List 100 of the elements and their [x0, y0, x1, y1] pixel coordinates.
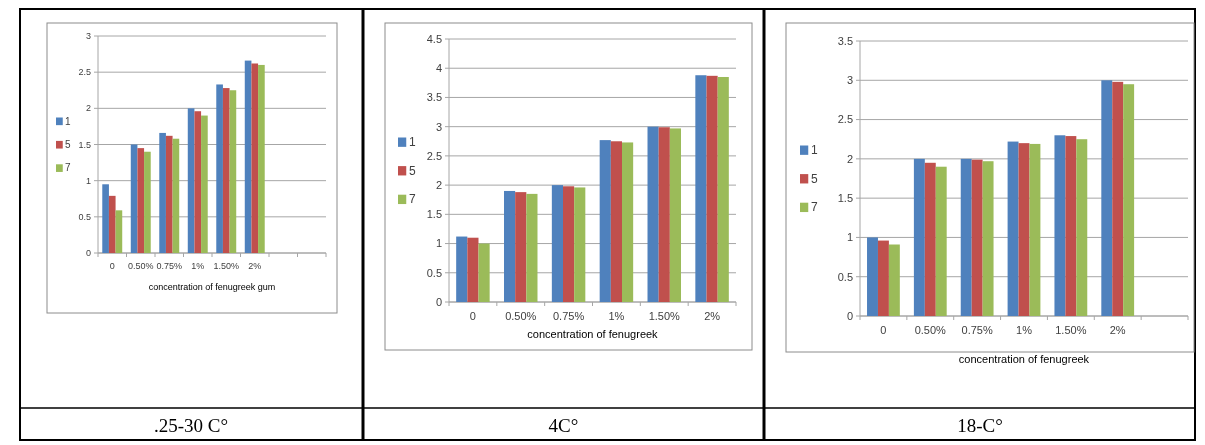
bar [165, 135, 173, 253]
bar [935, 166, 947, 316]
bar [159, 132, 166, 253]
bar [515, 192, 527, 302]
bar [1123, 84, 1135, 316]
y-tick-label: 3 [846, 74, 853, 87]
legend-label: 1 [811, 143, 818, 158]
x-tick-label: 0.75% [156, 261, 183, 271]
bar [1101, 80, 1113, 316]
bar [867, 237, 878, 316]
bar [658, 127, 670, 302]
y-tick-label: 2 [846, 152, 853, 165]
bar [717, 76, 729, 302]
bar [913, 158, 925, 316]
bar [251, 63, 259, 253]
x-axis-title: concentration of fenugreek gum [148, 282, 276, 292]
bar [115, 210, 123, 253]
text: .25-30 C° [153, 415, 229, 436]
x-tick-label: 0 [880, 324, 887, 336]
bar [504, 190, 516, 302]
bar [1065, 136, 1077, 316]
x-tick-label: 1% [1016, 324, 1033, 336]
bar [888, 244, 900, 316]
x-tick-label: 2% [704, 310, 721, 322]
x-tick-label: 0 [109, 261, 115, 271]
bar [1018, 143, 1030, 316]
legend-label: 7 [811, 200, 818, 215]
legend-label: 7 [409, 192, 416, 207]
bar [971, 159, 983, 316]
y-tick-label: 1 [435, 237, 442, 250]
bar [187, 108, 195, 253]
x-tick-label: 0.50% [505, 310, 537, 322]
bar [201, 115, 208, 253]
bar [622, 142, 634, 302]
y-tick-label: 2.5 [78, 67, 91, 78]
bar [229, 90, 237, 253]
y-tick-label: 2.5 [426, 149, 442, 162]
x-tick-label: 0.50% [914, 324, 947, 336]
x-tick-label: 1.50% [213, 261, 240, 271]
bar [102, 184, 109, 253]
y-tick-label: 3.5 [837, 34, 853, 47]
x-axis-title: concentration of fenugreek [958, 353, 1090, 365]
bar [108, 195, 116, 253]
bar [960, 158, 972, 316]
legend-label: 5 [409, 163, 416, 178]
bar [222, 88, 230, 253]
bar [467, 237, 479, 302]
y-tick-label: 2 [85, 103, 91, 114]
bar [706, 75, 718, 302]
y-tick-label: 4.5 [426, 32, 442, 45]
y-tick-label: 1.5 [78, 139, 91, 150]
text: 4C° [548, 415, 579, 436]
bar [244, 60, 252, 253]
x-axis-title: concentration of fenugreek [527, 328, 659, 340]
bar [1054, 135, 1066, 316]
y-tick-label: 1.5 [426, 208, 442, 221]
bar [526, 193, 538, 302]
x-tick-label: 0.75% [552, 310, 585, 322]
y-tick-label: 1 [85, 175, 91, 186]
legend-label: 7 [65, 162, 71, 174]
bar [599, 140, 611, 302]
x-tick-label: 1.50% [648, 310, 681, 322]
bar [478, 243, 490, 302]
bar [137, 148, 145, 253]
y-tick-label: 0.5 [78, 211, 91, 222]
y-tick-label: 0.5 [837, 270, 853, 283]
y-tick-label: 0 [435, 295, 442, 308]
bar [194, 111, 202, 253]
y-tick-label: 2.5 [837, 113, 853, 126]
x-tick-label: 2% [248, 261, 262, 271]
y-tick-label: 1.5 [837, 191, 853, 204]
x-tick-label: 0.50% [127, 261, 154, 271]
bar [647, 126, 659, 302]
y-tick-label: 0 [85, 248, 91, 259]
y-tick-label: 0.5 [426, 266, 442, 279]
legend-label: 5 [65, 139, 71, 150]
bar [1112, 81, 1124, 316]
legend-label: 1 [65, 115, 71, 127]
x-tick-label: 0 [469, 310, 476, 322]
bar [669, 128, 681, 302]
x-tick-label: 1% [608, 310, 625, 322]
y-tick-label: 3 [85, 31, 91, 42]
bar [695, 75, 707, 302]
bar [144, 151, 151, 253]
y-tick-label: 2 [435, 178, 442, 191]
y-tick-label: 3 [435, 120, 442, 133]
bar [610, 141, 622, 302]
x-tick-label: 1.50% [1055, 324, 1087, 336]
y-tick-label: 3.5 [426, 91, 442, 104]
bar [456, 236, 468, 302]
bar [551, 185, 563, 302]
bar [216, 84, 223, 253]
y-tick-label: 1 [846, 231, 853, 244]
bar [258, 64, 265, 253]
bar [924, 162, 936, 316]
legend-label: 1 [409, 135, 416, 150]
text: 18-C° [957, 415, 1003, 436]
bar [130, 144, 138, 253]
bar [563, 186, 575, 302]
bar [1029, 143, 1041, 316]
